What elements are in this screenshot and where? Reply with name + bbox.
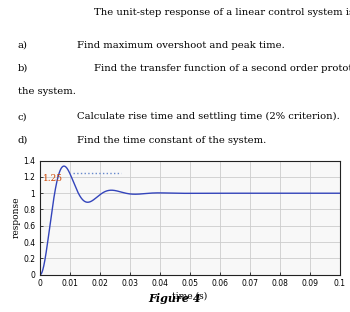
Text: d): d) bbox=[18, 136, 28, 145]
Text: b): b) bbox=[18, 64, 28, 73]
Text: Find the transfer function of a second order prototype system to model: Find the transfer function of a second o… bbox=[94, 64, 350, 73]
Text: Figure 4: Figure 4 bbox=[149, 293, 201, 304]
Text: Find the time constant of the system.: Find the time constant of the system. bbox=[77, 136, 266, 145]
Text: The unit-step response of a linear control system is shown in Figure 4.: The unit-step response of a linear contr… bbox=[94, 8, 350, 17]
Text: Find maximum overshoot and peak time.: Find maximum overshoot and peak time. bbox=[77, 41, 285, 50]
X-axis label: time (s): time (s) bbox=[172, 291, 208, 300]
Text: c): c) bbox=[18, 112, 27, 121]
Y-axis label: response: response bbox=[12, 197, 21, 238]
Text: the system.: the system. bbox=[18, 87, 75, 96]
Text: Calculate rise time and settling time (2% criterion).: Calculate rise time and settling time (2… bbox=[77, 112, 340, 121]
Text: a): a) bbox=[18, 41, 28, 50]
Text: 1.25: 1.25 bbox=[43, 174, 63, 183]
